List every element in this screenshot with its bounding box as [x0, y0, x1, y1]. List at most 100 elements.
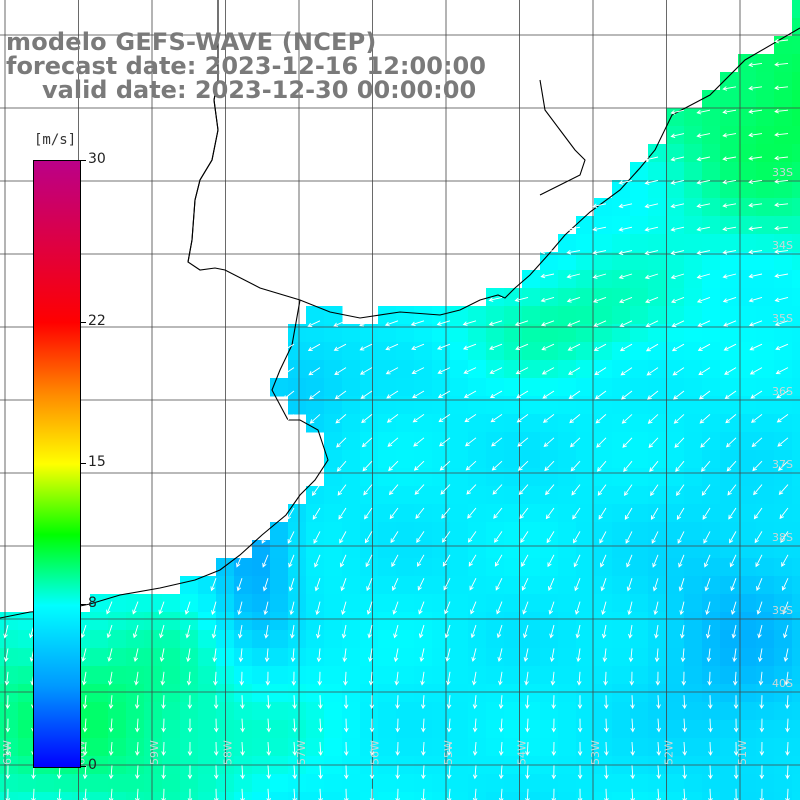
wind-speed-cell	[756, 270, 775, 289]
wind-arrow	[82, 671, 87, 686]
wind-speed-cell	[666, 558, 685, 577]
wind-arrow	[5, 718, 11, 733]
wind-speed-cell	[522, 288, 541, 307]
wind-speed-cell	[612, 306, 631, 325]
wind-speed-cell	[288, 702, 307, 721]
wind-speed-cell	[144, 720, 163, 739]
wind-speed-cell	[738, 198, 757, 217]
wind-speed-cell	[540, 684, 559, 703]
wind-arrow	[593, 320, 607, 327]
wind-speed-cell	[612, 612, 631, 631]
wind-speed-cell	[558, 684, 577, 703]
wind-arrow	[237, 601, 243, 616]
wind-speed-cell	[468, 504, 487, 523]
wind-speed-cell	[324, 306, 343, 325]
wind-speed-cell	[504, 666, 523, 685]
wind-speed-cell	[720, 378, 739, 397]
wind-arrow	[670, 109, 685, 115]
wind-arrow	[386, 414, 399, 423]
wind-arrow	[411, 343, 425, 351]
wind-arrow	[748, 320, 763, 327]
wind-speed-cell	[504, 504, 523, 523]
wind-speed-cell	[702, 342, 721, 361]
wind-speed-cell	[360, 774, 379, 793]
wind-arrow	[776, 390, 789, 399]
wind-speed-cell	[630, 324, 649, 343]
wind-speed-cell	[720, 108, 739, 127]
wind-arrow	[493, 507, 503, 519]
wind-arrow	[395, 765, 400, 780]
wind-arrow	[749, 367, 763, 375]
wind-speed-cell	[450, 684, 469, 703]
wind-arrow	[213, 671, 218, 686]
wind-arrow	[551, 718, 557, 733]
wind-speed-cell	[306, 630, 325, 649]
wind-speed-cell	[612, 594, 631, 613]
wind-speed-cell	[288, 360, 307, 379]
wind-arrow	[774, 179, 789, 184]
wind-arrow	[725, 414, 737, 424]
wind-speed-cell	[594, 540, 613, 559]
wind-speed-cell	[576, 684, 595, 703]
wind-arrow	[699, 414, 711, 424]
latitude-label: 40S	[772, 677, 793, 690]
wind-arrow	[654, 624, 659, 639]
wind-speed-cell	[126, 648, 145, 667]
wind-speed-cell	[306, 792, 325, 800]
wind-speed-cell	[648, 666, 667, 685]
wind-speed-cell	[54, 774, 73, 793]
wind-speed-cell	[162, 666, 181, 685]
wind-speed-cell	[522, 306, 541, 325]
wind-speed-cell	[468, 360, 487, 379]
wind-arrow	[334, 390, 347, 400]
wind-speed-cell	[756, 702, 775, 721]
wind-speed-cell	[378, 342, 397, 361]
wind-arrow	[753, 507, 763, 520]
wind-arrow	[725, 437, 737, 448]
latitude-label: 38S	[772, 531, 793, 544]
wind-speed-cell	[540, 594, 559, 613]
wind-arrow	[630, 695, 635, 710]
wind-speed-cell	[792, 18, 800, 37]
wind-speed-cell	[702, 288, 721, 307]
wind-speed-cell	[738, 738, 757, 757]
wind-speed-cell	[288, 540, 307, 559]
wind-speed-cell	[324, 720, 343, 739]
wind-arrow	[388, 484, 399, 496]
wind-arrow	[656, 741, 662, 756]
wind-speed-cell	[378, 360, 397, 379]
wind-speed-cell	[756, 486, 775, 505]
wind-speed-cell	[702, 126, 721, 145]
wind-speed-cell	[378, 738, 397, 757]
longitude-label: 54W	[516, 740, 529, 765]
wind-speed-cell	[270, 558, 289, 577]
wind-arrow	[283, 390, 295, 400]
wind-speed-cell	[414, 396, 433, 415]
wind-speed-cell	[324, 738, 343, 757]
wind-arrow	[593, 343, 607, 351]
wind-speed-cell	[324, 414, 343, 433]
wind-arrow	[369, 765, 375, 780]
wind-speed-cell	[486, 702, 505, 721]
wind-arrow	[4, 671, 10, 686]
wind-speed-cell	[594, 594, 613, 613]
wind-speed-cell	[774, 90, 793, 109]
wind-arrow	[748, 296, 763, 303]
wind-arrow	[574, 578, 581, 592]
wind-arrow	[722, 109, 737, 115]
wind-speed-cell	[450, 450, 469, 469]
wind-speed-cell	[162, 612, 181, 631]
wind-speed-cell	[684, 630, 703, 649]
wind-speed-cell	[612, 468, 631, 487]
wind-arrow	[161, 741, 166, 756]
wind-arrow	[523, 648, 529, 663]
wind-speed-cell	[630, 540, 649, 559]
wind-arrow	[540, 273, 555, 279]
wind-speed-cell	[504, 288, 523, 307]
wind-speed-cell	[666, 252, 685, 271]
wind-speed-cell	[342, 378, 361, 397]
wind-speed-cell	[360, 792, 379, 800]
wind-speed-cell	[576, 540, 595, 559]
wind-speed-cell	[90, 666, 109, 685]
